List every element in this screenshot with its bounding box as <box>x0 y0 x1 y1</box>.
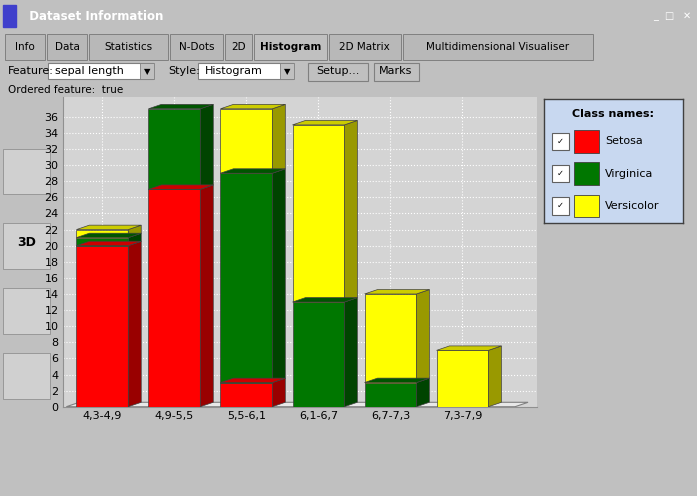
Polygon shape <box>436 346 501 350</box>
Text: Class names:: Class names: <box>572 109 654 119</box>
Text: ✓: ✓ <box>557 201 564 210</box>
Bar <box>574 130 599 153</box>
Text: 2D: 2D <box>231 42 246 52</box>
FancyBboxPatch shape <box>89 34 168 60</box>
Polygon shape <box>200 104 213 189</box>
FancyBboxPatch shape <box>198 63 293 79</box>
Bar <box>365 382 416 407</box>
FancyBboxPatch shape <box>3 223 49 269</box>
Polygon shape <box>128 225 141 238</box>
Text: Setup...: Setup... <box>316 66 360 76</box>
Bar <box>220 173 273 382</box>
Bar <box>293 125 344 302</box>
FancyBboxPatch shape <box>48 63 153 79</box>
Bar <box>148 109 200 189</box>
FancyBboxPatch shape <box>47 34 87 60</box>
Polygon shape <box>489 346 501 407</box>
Polygon shape <box>365 290 429 294</box>
Polygon shape <box>148 104 213 109</box>
Polygon shape <box>416 290 429 382</box>
Bar <box>77 238 128 246</box>
Polygon shape <box>344 298 358 407</box>
Polygon shape <box>220 104 285 109</box>
Text: Marks: Marks <box>379 66 413 76</box>
Text: sepal length: sepal length <box>55 66 124 76</box>
Bar <box>280 63 294 79</box>
FancyBboxPatch shape <box>5 34 45 60</box>
Polygon shape <box>128 241 141 407</box>
Text: Dataset Information: Dataset Information <box>21 9 163 23</box>
FancyBboxPatch shape <box>170 34 223 60</box>
Polygon shape <box>416 378 429 407</box>
FancyBboxPatch shape <box>3 353 49 399</box>
Polygon shape <box>344 121 358 302</box>
Text: Statistics: Statistics <box>105 42 153 52</box>
Bar <box>148 189 200 407</box>
Text: Setosa: Setosa <box>605 136 643 146</box>
Text: Style:: Style: <box>168 66 200 76</box>
Bar <box>574 195 599 217</box>
Text: ✓: ✓ <box>557 169 564 178</box>
Text: 3D: 3D <box>17 237 36 249</box>
Text: Ordered feature:  true: Ordered feature: true <box>8 85 123 95</box>
Polygon shape <box>365 378 429 382</box>
Bar <box>77 246 128 407</box>
Polygon shape <box>77 233 141 238</box>
FancyBboxPatch shape <box>403 34 592 60</box>
Polygon shape <box>273 104 285 173</box>
Text: Histogram: Histogram <box>259 42 321 52</box>
Text: Data: Data <box>54 42 79 52</box>
Bar <box>293 302 344 407</box>
Text: ✕: ✕ <box>682 11 691 21</box>
Polygon shape <box>220 378 285 382</box>
Polygon shape <box>77 225 141 230</box>
Text: Versicolor: Versicolor <box>605 201 659 211</box>
Bar <box>552 132 569 150</box>
Text: N-Dots: N-Dots <box>178 42 214 52</box>
Text: Histogram: Histogram <box>205 66 263 76</box>
Text: ▼: ▼ <box>284 66 290 75</box>
Text: ✓: ✓ <box>557 137 564 146</box>
Text: Info: Info <box>15 42 35 52</box>
Polygon shape <box>200 185 213 407</box>
Bar <box>574 163 599 185</box>
Bar <box>140 63 154 79</box>
Bar <box>220 109 273 173</box>
FancyBboxPatch shape <box>3 288 49 334</box>
FancyBboxPatch shape <box>374 63 419 81</box>
Bar <box>77 230 128 238</box>
FancyBboxPatch shape <box>225 34 252 60</box>
FancyBboxPatch shape <box>308 63 368 81</box>
Polygon shape <box>66 402 528 407</box>
Polygon shape <box>293 121 358 125</box>
Bar <box>220 382 273 407</box>
Polygon shape <box>148 185 213 189</box>
Bar <box>436 350 489 407</box>
Text: Feature:: Feature: <box>8 66 54 76</box>
Bar <box>552 165 569 182</box>
Polygon shape <box>220 169 285 173</box>
FancyBboxPatch shape <box>3 149 49 194</box>
Text: Multidimensional Visualiser: Multidimensional Visualiser <box>426 42 569 52</box>
Bar <box>552 197 569 214</box>
Text: Virginica: Virginica <box>605 169 653 179</box>
Polygon shape <box>293 298 358 302</box>
Text: □: □ <box>664 11 674 21</box>
Text: ▼: ▼ <box>144 66 151 75</box>
Polygon shape <box>273 169 285 382</box>
Polygon shape <box>128 233 141 246</box>
Text: _: _ <box>653 11 657 21</box>
Text: 2D Matrix: 2D Matrix <box>339 42 390 52</box>
Polygon shape <box>77 241 141 246</box>
Polygon shape <box>273 378 285 407</box>
FancyBboxPatch shape <box>254 34 326 60</box>
Bar <box>3 5 16 27</box>
FancyBboxPatch shape <box>328 34 401 60</box>
Bar <box>365 294 416 382</box>
